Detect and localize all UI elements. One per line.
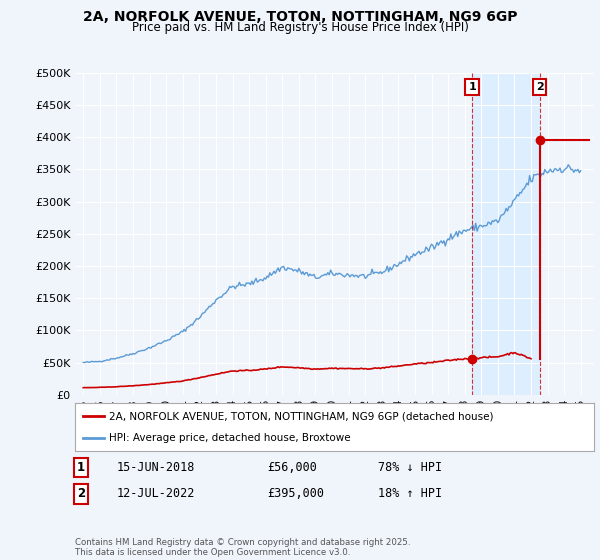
Text: HPI: Average price, detached house, Broxtowe: HPI: Average price, detached house, Brox… <box>109 433 350 443</box>
Bar <box>472 73 540 395</box>
Text: 1: 1 <box>77 461 85 474</box>
Text: 15-JUN-2018: 15-JUN-2018 <box>117 461 196 474</box>
Text: 2: 2 <box>536 82 544 92</box>
Text: Price paid vs. HM Land Registry's House Price Index (HPI): Price paid vs. HM Land Registry's House … <box>131 21 469 34</box>
Text: 2: 2 <box>77 487 85 501</box>
Text: 18% ↑ HPI: 18% ↑ HPI <box>378 487 442 501</box>
Text: 1: 1 <box>468 82 476 92</box>
Text: £395,000: £395,000 <box>267 487 324 501</box>
Text: 2A, NORFOLK AVENUE, TOTON, NOTTINGHAM, NG9 6GP: 2A, NORFOLK AVENUE, TOTON, NOTTINGHAM, N… <box>83 10 517 24</box>
Text: £56,000: £56,000 <box>267 461 317 474</box>
Text: 78% ↓ HPI: 78% ↓ HPI <box>378 461 442 474</box>
Text: Contains HM Land Registry data © Crown copyright and database right 2025.
This d: Contains HM Land Registry data © Crown c… <box>75 538 410 557</box>
Text: 12-JUL-2022: 12-JUL-2022 <box>117 487 196 501</box>
Text: 2A, NORFOLK AVENUE, TOTON, NOTTINGHAM, NG9 6GP (detached house): 2A, NORFOLK AVENUE, TOTON, NOTTINGHAM, N… <box>109 411 493 421</box>
